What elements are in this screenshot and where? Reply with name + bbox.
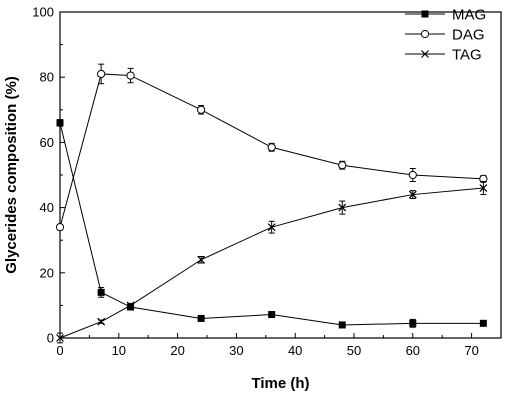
plot-area: 0 10 20 30 40 50 60 70 0 20 40 60 80 100 [32,5,502,358]
x-tick-label: 50 [347,343,361,358]
legend-item-mag: MAG [405,7,486,24]
y-tick-label: 40 [40,200,54,215]
series-mag [56,119,487,329]
point-mag [197,314,205,322]
point-tag [197,255,206,264]
legend-label-dag: DAG [452,27,485,44]
plot-frame [59,11,502,339]
point-mag [268,311,276,319]
x-axis-title: Time (h) [251,375,309,392]
legend-marker-tag [421,50,429,58]
series-tag [56,181,488,344]
point-dag [197,105,206,114]
point-dag [97,69,106,79]
y-tick-label: 0 [47,331,54,346]
point-tag [126,301,135,310]
x-tick-label: 40 [288,343,302,358]
y-tick-label: 20 [40,265,54,280]
legend-item-dag: DAG [405,27,485,44]
x-tick-label: 10 [112,343,126,358]
point-dag [338,161,347,170]
x-tick-label: 0 [56,343,63,358]
x-tick-label: 60 [406,343,420,358]
point-tag [56,334,64,342]
legend: MAG DAG TAG [405,7,486,64]
point-tag [338,203,347,212]
legend-label-mag: MAG [452,7,486,24]
point-dag [408,170,417,180]
series-dag [55,63,488,232]
point-tag [408,190,417,199]
y-tick-label: 60 [40,135,54,150]
point-mag [479,319,487,327]
point-tag [267,223,276,232]
point-mag [338,321,346,329]
x-tick-label: 30 [229,343,243,358]
point-dag [126,71,135,80]
point-tag [479,184,488,192]
series-line-tag [59,187,484,339]
legend-item-tag: TAG [405,47,482,64]
x-tick-label: 70 [464,343,478,358]
y-tick-label: 80 [40,70,54,85]
x-tick-label: 20 [170,343,184,358]
legend-label-tag: TAG [452,47,482,64]
point-dag [55,223,65,232]
point-tag [97,317,106,326]
legend-marker-mag [421,10,429,18]
point-dag [267,143,276,152]
point-mag [56,119,64,127]
y-axis-title: Glycerides composition (%) [3,76,20,274]
point-mag [409,319,417,327]
y-tick-label: 100 [32,5,54,20]
legend-marker-dag [420,29,430,39]
data-marks [55,63,488,344]
series-line-mag [59,122,484,326]
series-line-dag [59,73,484,228]
point-mag [97,288,105,296]
